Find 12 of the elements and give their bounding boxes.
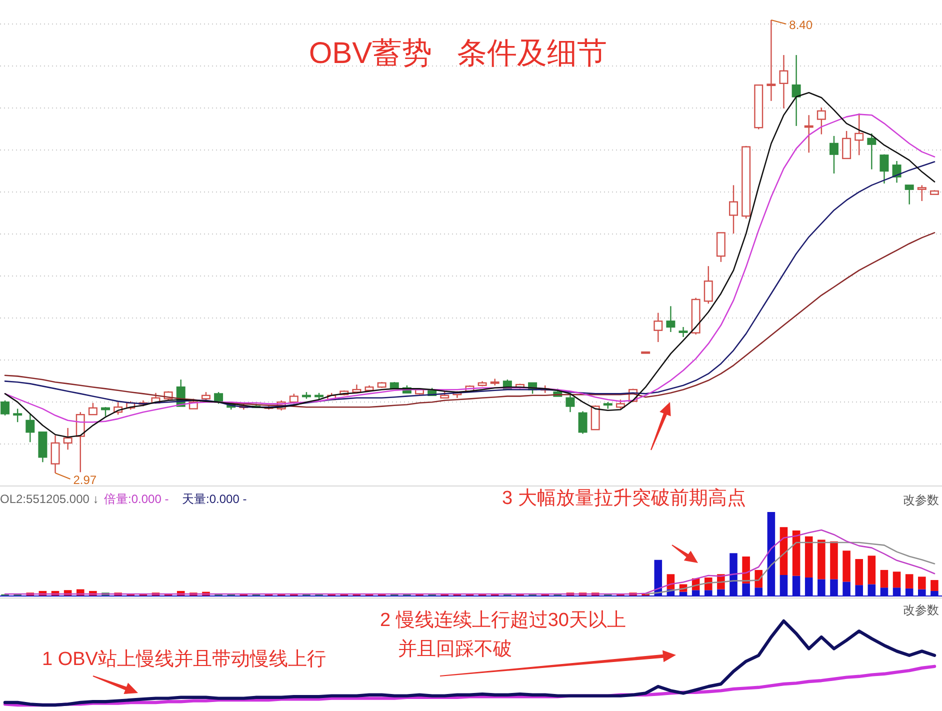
annotation: 8.40 xyxy=(789,18,813,32)
text: 改参数 xyxy=(903,493,939,507)
annotation: 1 OBV站上慢线并且带动慢线上行 xyxy=(42,649,326,670)
annotation: 2 慢线连续上行超过30天以上 xyxy=(380,610,626,631)
text: 倍量:0.000 - xyxy=(104,492,169,506)
text: 天量:0.000 - xyxy=(182,492,247,506)
text: 改参数 xyxy=(903,603,939,617)
annotation: 并且回踩不破 xyxy=(398,639,512,660)
text: OBV蓄势 条件及细节 xyxy=(308,37,608,70)
annotation: 2.97 xyxy=(73,473,97,487)
text: 3 大幅放量拉升突破前期高点 xyxy=(502,487,746,509)
text: OL2:551205.000 ↓ xyxy=(0,492,99,506)
